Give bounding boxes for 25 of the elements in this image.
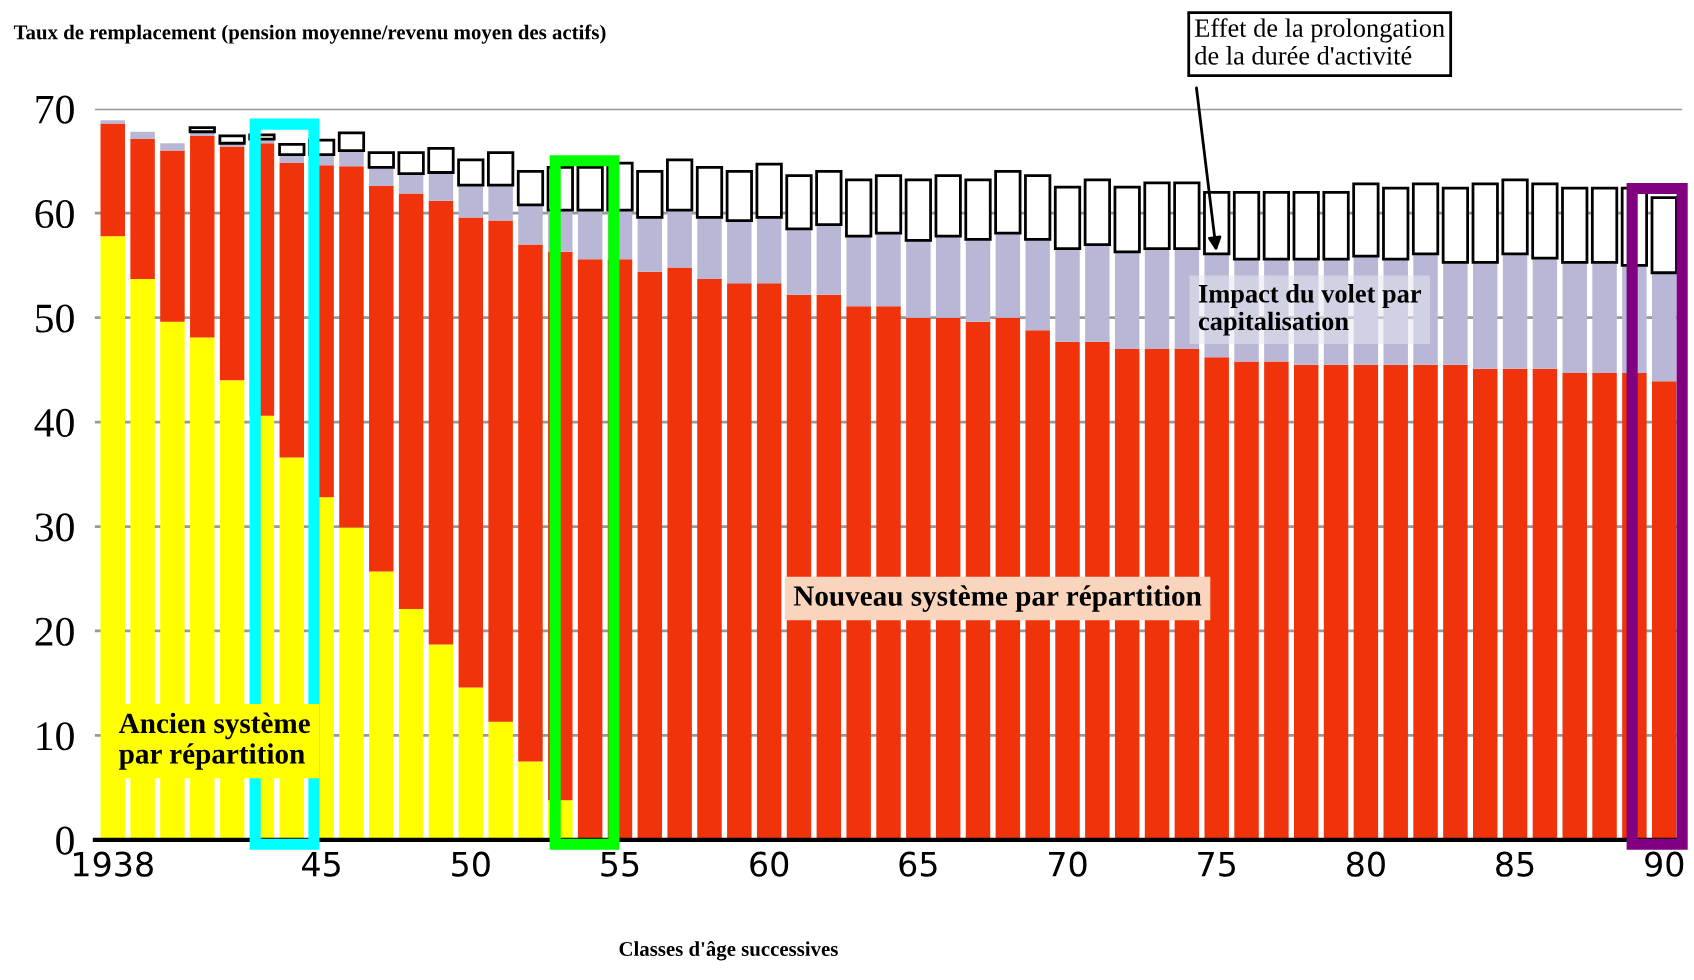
- x-tick-label: 90: [1645, 851, 1684, 877]
- text: Effet de la prolongation de la durée d'activité: [1195, 18, 1445, 65]
- y-tick-label: 30: [35, 513, 74, 542]
- x-tick-label: 80: [1346, 851, 1385, 877]
- y-axis-title: Taux de remplacement (pension moyenne/revenu moyen des actifs): [13, 24, 606, 44]
- y-tick-label: 70: [36, 95, 74, 124]
- y-tick-label: 40: [34, 408, 74, 437]
- x-tick-label: 70: [1049, 851, 1087, 877]
- series-label: Ancien système par répartition: [118, 712, 310, 770]
- x-tick-label: 50: [452, 851, 490, 877]
- x-tick-label: 65: [899, 851, 937, 877]
- y-tick-label: 10: [37, 722, 74, 751]
- x-axis-title: Classes d'âge successives: [619, 941, 838, 961]
- y-tick-label: 50: [36, 304, 74, 333]
- x-tick-label: 75: [1198, 852, 1235, 877]
- series-label: Impact du volet par capitalisation: [1198, 284, 1422, 336]
- x-tick-label: 60: [750, 851, 789, 877]
- y-tick-label: 0: [56, 826, 74, 855]
- y-tick-label: 20: [35, 617, 74, 646]
- series-label: Nouveau système par répartition: [793, 585, 1202, 612]
- x-tick-label: 45: [302, 852, 340, 877]
- y-tick-label: 60: [35, 199, 74, 229]
- x-tick-label: 55: [601, 852, 639, 877]
- x-tick-label: 85: [1496, 851, 1534, 877]
- x-tick-label: 1938: [74, 851, 153, 877]
